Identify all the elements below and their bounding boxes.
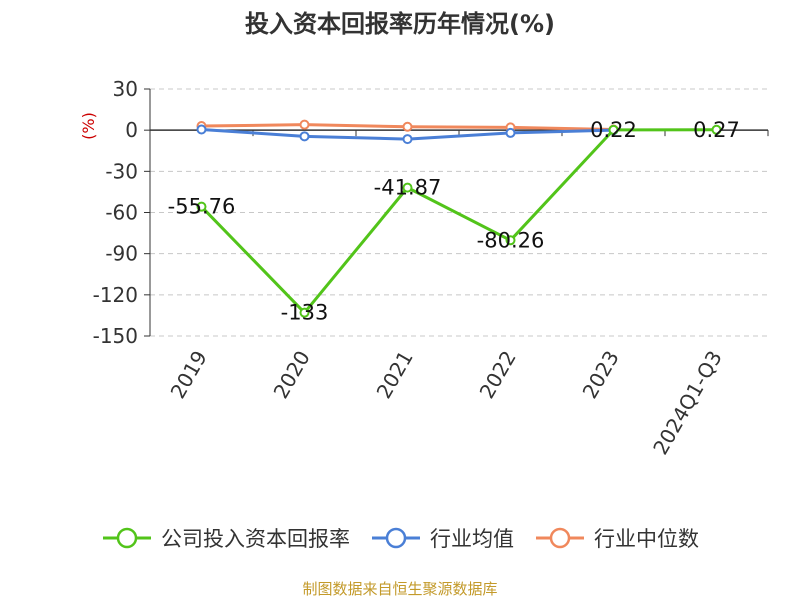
legend-marker-icon: [536, 527, 584, 549]
y-tick-label: -30: [105, 159, 138, 183]
legend: 公司投入资本回报率 行业均值 行业中位数: [0, 520, 800, 556]
x-tick-label: 2024Q1-Q3: [648, 347, 727, 459]
y-tick-label: -120: [93, 283, 138, 307]
unit-label: (%): [79, 112, 98, 140]
legend-marker-icon: [372, 527, 420, 549]
data-point: [299, 307, 310, 318]
legend-item[interactable]: 公司投入资本回报率: [101, 523, 350, 553]
data-point: [505, 127, 516, 138]
legend-marker-icon: [103, 527, 151, 549]
data-point: [608, 124, 619, 135]
x-tick-label: 2023: [578, 347, 624, 403]
data-label: -41.87: [374, 176, 442, 200]
source-note: 制图数据来自恒生聚源数据库: [302, 580, 498, 598]
data-point: [196, 201, 207, 212]
legend-label: 公司投入资本回报率: [161, 527, 350, 551]
data-label: 0.27: [693, 118, 740, 142]
x-tick-label: 2019: [166, 347, 212, 403]
data-label: 0.22: [590, 118, 637, 142]
data-point: [299, 131, 310, 142]
x-tick-label: 2022: [475, 347, 521, 403]
legend-item[interactable]: 行业均值: [370, 523, 514, 553]
x-tick-label: 2021: [372, 347, 418, 403]
data-point: [402, 182, 413, 193]
y-tick-label: -90: [105, 242, 138, 266]
legend-label: 行业均值: [430, 527, 514, 551]
data-point: [402, 121, 413, 132]
chart-title: 投入资本回报率历年情况(%): [245, 10, 555, 38]
legend-item[interactable]: 行业中位数: [534, 523, 699, 553]
series-line-company: [200, 128, 717, 315]
x-tick-label: 2020: [269, 347, 315, 403]
y-tick-label: -150: [93, 324, 138, 348]
y-tick-label: 30: [113, 77, 138, 101]
y-tick-label: -60: [105, 201, 138, 225]
data-label: -133: [281, 301, 329, 325]
data-point: [505, 235, 516, 246]
y-tick-label: 0: [125, 118, 138, 142]
legend-label: 行业中位数: [594, 527, 699, 551]
data-point: [196, 124, 207, 135]
data-label: -55.76: [168, 195, 236, 219]
data-point: [299, 119, 310, 130]
data-point: [711, 124, 722, 135]
data-point: [402, 134, 413, 145]
data-label: -80.26: [477, 228, 545, 252]
